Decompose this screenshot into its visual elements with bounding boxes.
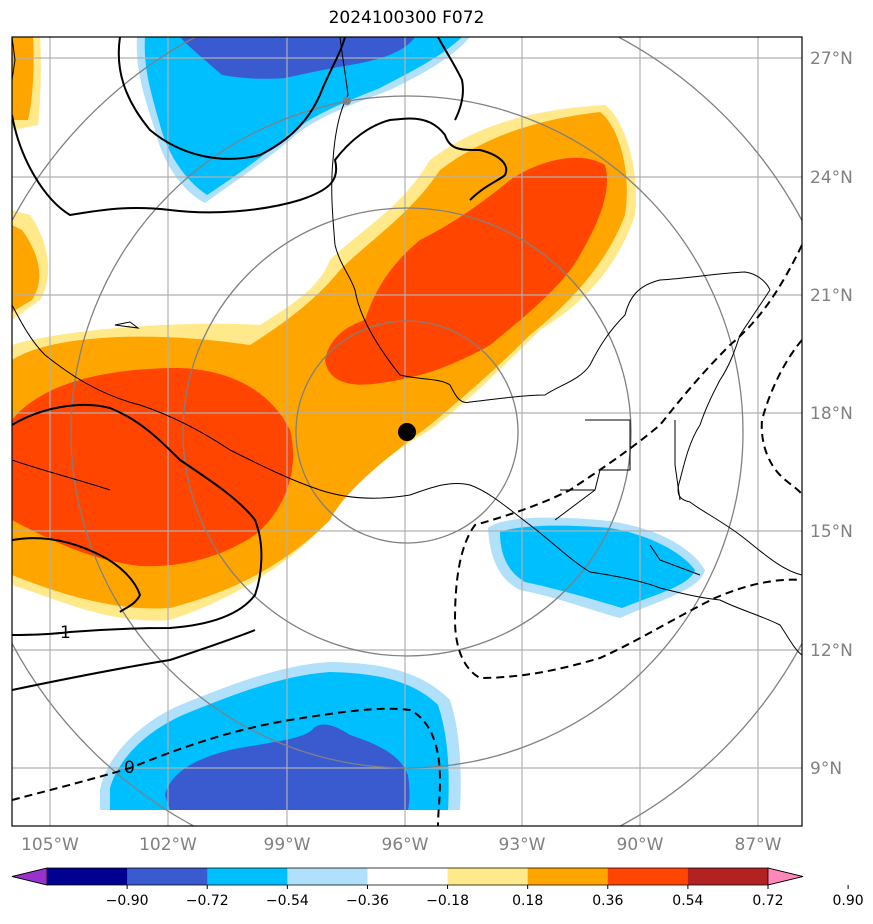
colorbar-swatch bbox=[127, 868, 208, 885]
contour-label-0: 0 bbox=[124, 758, 135, 778]
lat-label: 18°N bbox=[810, 404, 853, 424]
colorbar-swatch bbox=[287, 868, 368, 885]
colorbar-swatch bbox=[447, 868, 529, 885]
colorbar-tick-label: −0.72 bbox=[186, 893, 229, 909]
storm-center-marker bbox=[398, 423, 416, 441]
lon-label: 90°W bbox=[617, 835, 664, 855]
colorbar-tick-label: 0.72 bbox=[752, 893, 783, 909]
colorbar-extend-high bbox=[767, 867, 804, 886]
coastlines bbox=[12, 37, 802, 656]
longitude-labels: 105°W 102°W 99°W 96°W 93°W 90°W 87°W bbox=[21, 835, 782, 855]
colorbar-swatch bbox=[687, 868, 769, 885]
shading-orange-west bbox=[12, 37, 40, 312]
map-border bbox=[11, 36, 803, 827]
colorbar-extend-low bbox=[11, 867, 48, 886]
colorbar-tick-label: −0.18 bbox=[426, 893, 469, 909]
lat-label: 24°N bbox=[810, 168, 853, 188]
lon-label: 93°W bbox=[499, 835, 546, 855]
contours-dashed bbox=[12, 244, 802, 826]
contour-label-1: 1 bbox=[60, 623, 71, 643]
shading-blue-north bbox=[144, 37, 462, 195]
lon-label: 87°W bbox=[735, 835, 782, 855]
colorbar-tick-label: −0.54 bbox=[266, 893, 309, 909]
shading-blue-ca bbox=[500, 525, 695, 608]
contours-solid bbox=[12, 37, 508, 691]
lat-label: 27°N bbox=[810, 49, 853, 69]
lat-label: 15°N bbox=[810, 522, 853, 542]
colorbar-outline bbox=[11, 867, 804, 886]
lon-label: 102°W bbox=[139, 835, 197, 855]
lat-label: 9°N bbox=[810, 759, 842, 779]
shading-red-west bbox=[12, 368, 294, 567]
range-rings bbox=[12, 37, 802, 826]
colorbar-tick-label: 0.36 bbox=[592, 893, 623, 909]
lon-label: 105°W bbox=[21, 835, 79, 855]
lon-label: 96°W bbox=[382, 835, 429, 855]
colorbar-tick-label: 0.18 bbox=[512, 893, 543, 909]
colorbar-swatch bbox=[47, 868, 128, 885]
map-title: 2024100300 F072 bbox=[328, 8, 485, 28]
colorbar: −0.90 −0.72 −0.54 −0.36 −0.18 0.18 0.36 0.54 0.7… bbox=[11, 867, 864, 909]
shading-negative bbox=[100, 37, 705, 810]
city-marker bbox=[343, 97, 351, 105]
colorbar-swatch bbox=[607, 868, 689, 885]
shading-red-east bbox=[325, 157, 608, 385]
colorbar-tick-label: −0.36 bbox=[346, 893, 389, 909]
lon-label: 99°W bbox=[264, 835, 311, 855]
colorbar-swatch bbox=[527, 868, 609, 885]
latitude-labels: 27°N 24°N 21°N 18°N 15°N 12°N 9°N bbox=[810, 49, 853, 779]
colorbar-tick-label: −0.90 bbox=[106, 893, 149, 909]
lat-label: 12°N bbox=[810, 641, 853, 661]
lat-label: 21°N bbox=[810, 286, 853, 306]
colorbar-swatch bbox=[207, 868, 288, 885]
colorbar-swatch bbox=[367, 868, 449, 885]
colorbar-tick-label: 0.54 bbox=[672, 893, 703, 909]
colorbar-tick-label: 0.90 bbox=[833, 893, 864, 909]
